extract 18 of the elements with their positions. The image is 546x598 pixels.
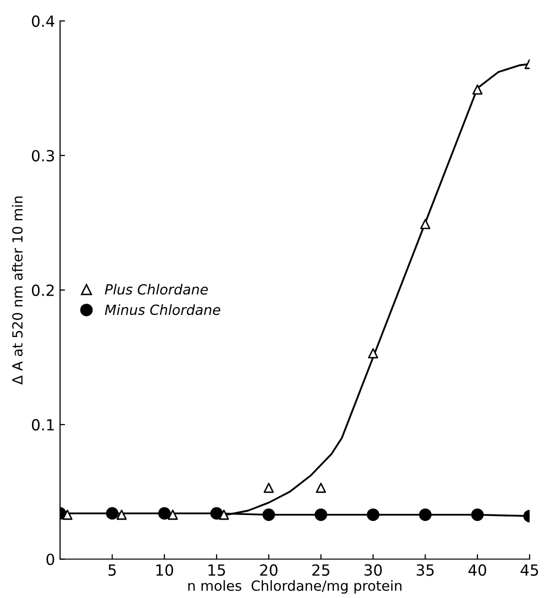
y-tick-label: 0.4	[32, 15, 54, 27]
x-axis-title: n moles Chlordane/mg protein	[188, 580, 402, 594]
y-tick-label: 0	[46, 554, 54, 566]
legend-label: Plus Chlordane	[104, 284, 208, 295]
y-tick-label: 0.3	[32, 150, 54, 162]
x-tick-label: 20	[260, 564, 278, 576]
x-tick-label: 30	[364, 564, 382, 576]
y-axis-title: Δ A at 520 nm after 10 min	[12, 196, 23, 385]
y-tick-label: 0.2	[32, 284, 54, 296]
x-tick-label: 10	[156, 564, 174, 576]
legend-label: Minus Chlordane	[104, 304, 220, 316]
y-tick-label: 0.1	[32, 419, 54, 431]
x-tick-label: 35	[416, 564, 434, 576]
x-tick-label: 15	[208, 564, 225, 576]
x-tick-label: 40	[468, 564, 486, 576]
x-tick-label: 25	[312, 564, 330, 576]
x-tick-label: 5	[108, 564, 116, 576]
x-tick-label: 45	[520, 564, 538, 576]
